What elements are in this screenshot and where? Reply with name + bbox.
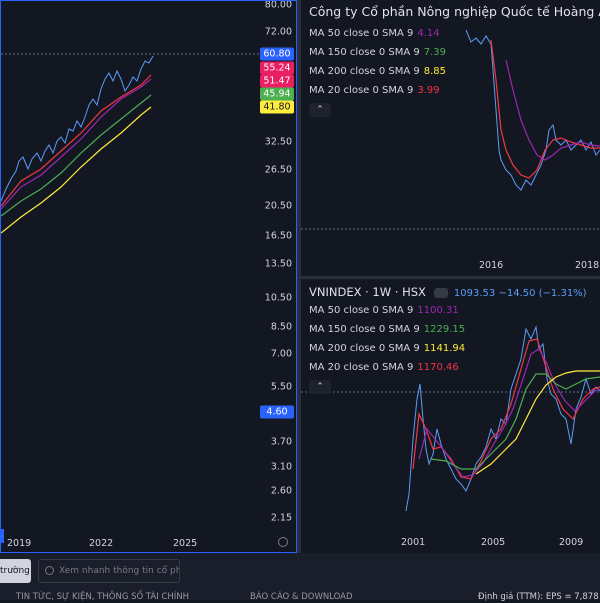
bottom-nav: TIN TỨC, SỰ KIỆN, THÔNG SỐ TÀI CHÍNH BÁO… [0, 591, 600, 603]
ma-purple-line [1, 78, 152, 210]
top-right-chart-pane[interactable]: Công ty Cổ phần Nông nghiệp Quốc tế Hoàn… [301, 0, 600, 276]
price-tick: 13.50 [264, 258, 292, 270]
ma-purple-line [418, 348, 600, 478]
price-tick: 2.60 [270, 485, 292, 497]
ma-red-line [1, 74, 152, 207]
legend-label: MA 50 close 0 SMA 9 [309, 305, 414, 316]
legend-label: MA 200 close 0 SMA 9 [309, 66, 420, 77]
price-line [405, 325, 600, 512]
ma-price-tag: 41.80 [260, 100, 294, 114]
legend-value: 1100.31 [417, 305, 459, 316]
ma-price-tag: 51.47 [260, 74, 294, 88]
price-tick: 5.50 [270, 381, 292, 393]
bottom-toolbar: trường Xem nhanh thông tin cổ phiếu TIN … [0, 553, 600, 603]
time-label: 2025 [173, 538, 198, 549]
time-label: 2016 [479, 260, 504, 271]
legend-label: MA 200 close 0 SMA 9 [309, 343, 420, 354]
price-tick: 20.50 [264, 200, 292, 212]
legend-value: 8.85 [423, 66, 447, 77]
time-label: 2001 [401, 537, 426, 548]
hagl-chart-canvas[interactable] [301, 0, 600, 276]
legend-row[interactable]: MA 200 close 0 SMA 9 1141.94 [309, 339, 465, 358]
ma-price-tag: 55.24 [260, 61, 294, 75]
ma-green-line [1, 94, 152, 217]
collapse-legend-button[interactable]: ⌃ [309, 380, 331, 394]
legend-value: 1229.15 [423, 324, 466, 335]
quote-text: 1093.53 −14.50 (−1.31%) [453, 288, 587, 299]
price-line [1, 55, 154, 202]
left-chart-canvas[interactable] [1, 1, 297, 553]
pane-divider[interactable] [297, 0, 301, 553]
time-label: 2019 [7, 538, 32, 549]
ma-green-line [430, 373, 600, 470]
last-price-tag: 60.80 [260, 47, 294, 61]
time-label: 2018 [575, 260, 600, 271]
legend-label: MA 20 close 0 SMA 9 [309, 85, 414, 96]
symbol-header: VNINDEX · 1W · HSX 1093.53 −14.50 (−1.31%… [309, 285, 587, 299]
ma-price-tag: 45.94 [260, 87, 294, 101]
legend-value: 1170.46 [417, 362, 459, 373]
legend-label: MA 50 close 0 SMA 9 [309, 28, 414, 39]
price-scale[interactable]: 80.00 72.00 32.50 26.50 20.50 16.50 13.5… [256, 1, 296, 552]
time-label: 2009 [559, 537, 584, 548]
symbol-label: VNINDEX · 1W · HSX [309, 285, 426, 299]
legend-value: 3.99 [417, 85, 440, 96]
price-tick: 2.15 [270, 512, 292, 524]
legend-row[interactable]: MA 150 close 0 SMA 9 1229.15 [309, 320, 465, 339]
legend-row[interactable]: MA 50 close 0 SMA 9 1100.31 [309, 301, 465, 320]
legend-row[interactable]: MA 150 close 0 SMA 9 7.39 [309, 43, 446, 62]
collapse-legend-button[interactable]: ⌃ [309, 103, 331, 117]
indicator-legend: MA 50 close 0 SMA 9 4.14 MA 150 close 0 S… [309, 24, 446, 117]
company-title: Công ty Cổ phần Nông nghiệp Quốc tế Hoàn… [309, 4, 600, 19]
legend-row[interactable]: MA 50 close 0 SMA 9 4.14 [309, 24, 446, 43]
price-tick: 26.50 [264, 164, 292, 176]
bottom-right-chart-pane[interactable]: VNINDEX · 1W · HSX 1093.53 −14.50 (−1.31%… [301, 279, 600, 553]
time-label: 2005 [481, 537, 506, 548]
nav-report-link[interactable]: BÁO CÁO & DOWNLOAD [250, 592, 353, 602]
ma-yellow-line [475, 370, 600, 475]
indicator-legend: MA 50 close 0 SMA 9 1100.31 MA 150 close … [309, 301, 465, 394]
search-icon [45, 566, 54, 575]
legend-row[interactable]: MA 20 close 0 SMA 9 1170.46 [309, 358, 465, 377]
stock-search-input[interactable]: Xem nhanh thông tin cổ phiếu [38, 559, 180, 583]
price-tick: 32.50 [264, 136, 292, 148]
price-tick: 16.50 [264, 230, 292, 242]
legend-row[interactable]: MA 20 close 0 SMA 9 3.99 [309, 81, 446, 100]
legend-label: MA 150 close 0 SMA 9 [309, 47, 420, 58]
market-button[interactable]: trường [0, 559, 31, 583]
time-label: 2022 [89, 538, 114, 549]
price-tick: 72.00 [264, 26, 292, 38]
ma-red-line [490, 39, 600, 179]
ma-yellow-line [1, 106, 152, 234]
crosshair-price-tag: 4.60 [260, 405, 294, 419]
left-chart-pane[interactable]: 80.00 72.00 32.50 26.50 20.50 16.50 13.5… [0, 0, 297, 553]
legend-value: 1141.94 [423, 343, 466, 354]
legend-value: 7.39 [423, 47, 447, 58]
legend-row[interactable]: MA 200 close 0 SMA 9 8.85 [309, 62, 446, 81]
ma-purple-line [505, 59, 600, 161]
valuation-text: Định giá (TTM): EPS = 7,878 [478, 592, 599, 602]
vnindex-chart-canvas[interactable] [301, 279, 600, 553]
price-tick: 3.10 [270, 461, 292, 473]
search-placeholder: Xem nhanh thông tin cổ phiếu [59, 566, 179, 576]
pane-marker [1, 529, 4, 543]
pane-divider[interactable] [301, 276, 600, 279]
eye-icon[interactable] [433, 287, 448, 298]
price-tick: 80.00 [264, 0, 292, 11]
price-tick: 8.50 [270, 321, 292, 333]
settings-gear-icon[interactable] [278, 537, 288, 547]
ma-red-line [412, 338, 600, 480]
price-tick: 3.70 [270, 436, 292, 448]
price-tick: 7.00 [270, 348, 292, 360]
legend-label: MA 20 close 0 SMA 9 [309, 362, 414, 373]
legend-label: MA 150 close 0 SMA 9 [309, 324, 420, 335]
legend-value: 4.14 [417, 28, 440, 39]
nav-news-link[interactable]: TIN TỨC, SỰ KIỆN, THÔNG SỐ TÀI CHÍNH [16, 592, 190, 602]
price-line [465, 29, 600, 191]
price-tick: 10.50 [264, 292, 292, 304]
